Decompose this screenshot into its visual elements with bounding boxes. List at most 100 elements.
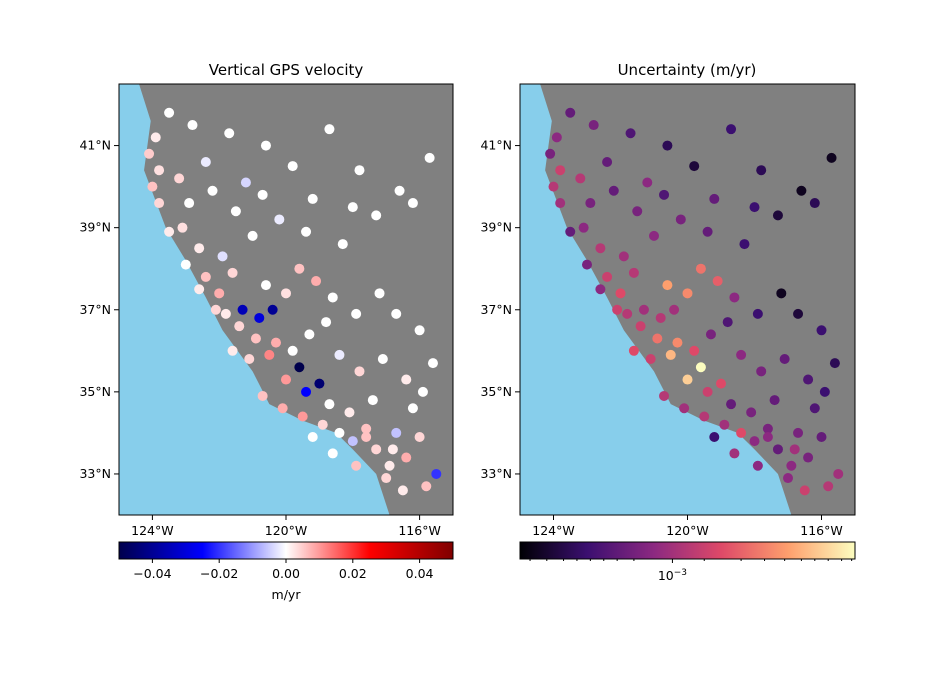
station-marker <box>689 345 700 356</box>
station-marker <box>803 452 814 463</box>
station-marker <box>324 124 335 135</box>
station-marker <box>809 403 820 414</box>
station-marker <box>622 308 633 319</box>
station-marker <box>615 288 626 299</box>
station-marker <box>347 202 358 213</box>
station-marker <box>793 427 804 438</box>
station-marker <box>756 366 767 377</box>
station-marker <box>417 386 428 397</box>
station-marker <box>220 308 231 319</box>
station-marker <box>729 448 740 459</box>
station-marker <box>699 411 710 422</box>
station-marker <box>314 378 325 389</box>
station-marker <box>317 419 328 430</box>
station-marker <box>608 185 619 196</box>
station-marker <box>287 345 298 356</box>
station-marker <box>578 222 589 233</box>
tick-label: 37°N <box>79 302 111 317</box>
ocean-area <box>520 84 792 515</box>
station-marker <box>287 161 298 172</box>
tick-label: 35°N <box>480 384 512 399</box>
station-marker <box>277 403 288 414</box>
station-marker <box>257 189 268 200</box>
station-marker <box>819 386 830 397</box>
station-marker <box>374 288 385 299</box>
station-marker <box>551 132 562 143</box>
station-marker <box>729 292 740 303</box>
station-marker <box>799 485 810 496</box>
colorbar-tick-label: 10−3 <box>658 568 687 583</box>
station-marker <box>154 165 165 176</box>
station-marker <box>655 312 666 323</box>
station-marker <box>783 473 793 484</box>
latitude-ticks: 33°N 35°N 37°N 39°N 41°N <box>480 138 520 481</box>
station-marker <box>347 436 358 447</box>
station-marker <box>816 325 827 336</box>
station-marker <box>545 148 556 159</box>
station-marker <box>421 481 432 492</box>
station-marker <box>772 210 783 221</box>
colorbar-tick-label: 0.00 <box>272 566 300 581</box>
station-marker <box>816 432 827 443</box>
station-marker <box>682 374 693 385</box>
station-marker <box>407 403 418 414</box>
station-marker <box>829 358 840 369</box>
station-marker <box>384 460 395 471</box>
station-marker <box>337 239 348 250</box>
station-marker <box>214 288 225 299</box>
station-marker <box>307 193 318 204</box>
station-marker <box>555 198 566 209</box>
station-marker <box>695 263 706 274</box>
station-marker <box>427 358 438 369</box>
station-marker <box>739 239 750 250</box>
station-marker <box>675 214 686 225</box>
station-marker <box>304 329 315 340</box>
station-marker <box>628 267 639 278</box>
station-marker <box>351 308 362 319</box>
station-marker <box>351 460 362 471</box>
station-marker <box>180 259 191 270</box>
tick-label: 124°W <box>532 523 574 538</box>
station-marker <box>324 399 335 410</box>
station-marker <box>702 386 713 397</box>
station-marker <box>301 386 312 397</box>
station-marker <box>719 419 730 430</box>
station-marker <box>665 349 676 360</box>
station-marker <box>150 132 161 143</box>
station-marker <box>789 444 800 455</box>
colorbar-tick-label: 0.02 <box>339 566 367 581</box>
ocean-area <box>119 84 390 515</box>
station-marker <box>833 468 844 479</box>
station-marker <box>177 222 188 233</box>
station-marker <box>184 198 195 209</box>
station-marker <box>327 292 338 303</box>
colorbar-gradient <box>519 541 856 560</box>
station-marker <box>769 395 780 406</box>
station-marker <box>281 288 291 299</box>
tick-label: 33°N <box>480 466 512 481</box>
station-marker <box>652 333 663 344</box>
station-marker <box>772 444 783 455</box>
latitude-ticks: 33°N 35°N 37°N 39°N 41°N <box>79 138 119 481</box>
station-marker <box>672 337 683 348</box>
station-marker <box>194 284 205 295</box>
colorbar-label: m/yr <box>272 587 302 602</box>
station-marker <box>826 152 837 163</box>
station-marker <box>749 202 760 213</box>
station-marker <box>371 210 382 221</box>
colorbar-gradient <box>118 541 454 560</box>
colorbar-tick-label: 0.04 <box>406 566 434 581</box>
station-marker <box>227 267 238 278</box>
station-marker <box>595 243 606 254</box>
station-marker <box>555 165 566 176</box>
station-marker <box>762 432 773 443</box>
station-marker <box>327 448 338 459</box>
station-marker <box>575 173 586 184</box>
station-marker <box>250 333 261 344</box>
station-marker <box>371 444 382 455</box>
station-marker <box>649 230 659 241</box>
station-marker <box>154 198 165 209</box>
station-marker <box>702 226 713 237</box>
station-marker <box>237 304 248 315</box>
